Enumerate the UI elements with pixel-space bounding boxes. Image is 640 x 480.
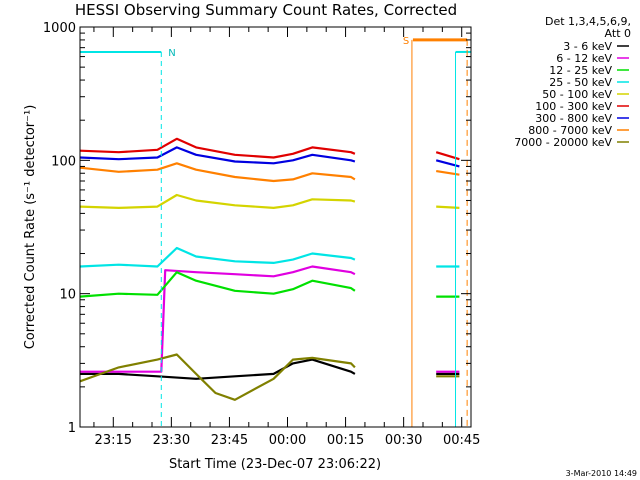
legend-label-4: 50 - 100 keV xyxy=(542,88,612,101)
legend-label-1: 6 - 12 keV xyxy=(556,52,612,65)
night-label: N xyxy=(168,48,175,59)
axis-layer: 1 10 100 1000 23:15 23:30 23:45 00:00 00:15 00:30… xyxy=(43,21,481,448)
x-tick-label-4: 00:15 xyxy=(327,433,364,448)
series-line-7-0 xyxy=(79,162,356,183)
series-line-8-0 xyxy=(79,353,356,401)
chart-title: HESSI Observing Summary Count Rates, Cor… xyxy=(75,1,457,19)
series-line-1-0 xyxy=(80,265,356,373)
x-tick-label-2: 23:45 xyxy=(211,433,248,448)
legend-label-5: 100 - 300 keV xyxy=(535,100,612,113)
series-line-6-0 xyxy=(79,146,356,165)
x-tick-label-5: 00:30 xyxy=(385,433,422,448)
y-tick-label-10: 10 xyxy=(59,288,76,303)
series-line-0-0 xyxy=(80,358,356,380)
x-axis-label: Start Time (23-Dec-07 23:06:22) xyxy=(169,457,381,472)
footer-date: 3-Mar-2010 14:49 xyxy=(566,469,637,478)
series-line-4-0 xyxy=(79,193,356,209)
saa-label: S xyxy=(403,36,409,47)
series-line-2-0 xyxy=(79,271,356,298)
y-tick-label-1000: 1000 xyxy=(43,21,76,36)
series-line-3-0 xyxy=(79,246,356,268)
x-tick-label-6: 00:45 xyxy=(443,433,480,448)
legend-label-6: 300 - 800 keV xyxy=(535,112,612,125)
plot-frame xyxy=(79,26,472,428)
x-tick-label-3: 00:00 xyxy=(269,433,306,448)
annotation-layer: NS xyxy=(80,36,472,427)
legend-label-0: 3 - 6 keV xyxy=(563,40,612,53)
legend-label-8: 7000 - 20000 keV xyxy=(514,136,612,149)
legend-header-attenuator: Att 0 xyxy=(605,27,631,40)
y-tick-label-1: 1 xyxy=(68,421,76,436)
x-tick-label-1: 23:30 xyxy=(153,433,190,448)
series-line-5-0 xyxy=(79,137,356,159)
legend-label-3: 25 - 50 keV xyxy=(549,76,612,89)
x-tick-label-0: 23:15 xyxy=(95,433,132,448)
legend-label-7: 800 - 7000 keV xyxy=(528,124,612,137)
legend-header: Det 1,3,4,5,6,9, xyxy=(545,15,631,28)
legend-label-2: 12 - 25 keV xyxy=(549,64,612,77)
y-axis-label: Corrected Count Rate (s⁻¹ detector⁻¹) xyxy=(23,105,38,350)
y-tick-label-100: 100 xyxy=(51,154,76,169)
